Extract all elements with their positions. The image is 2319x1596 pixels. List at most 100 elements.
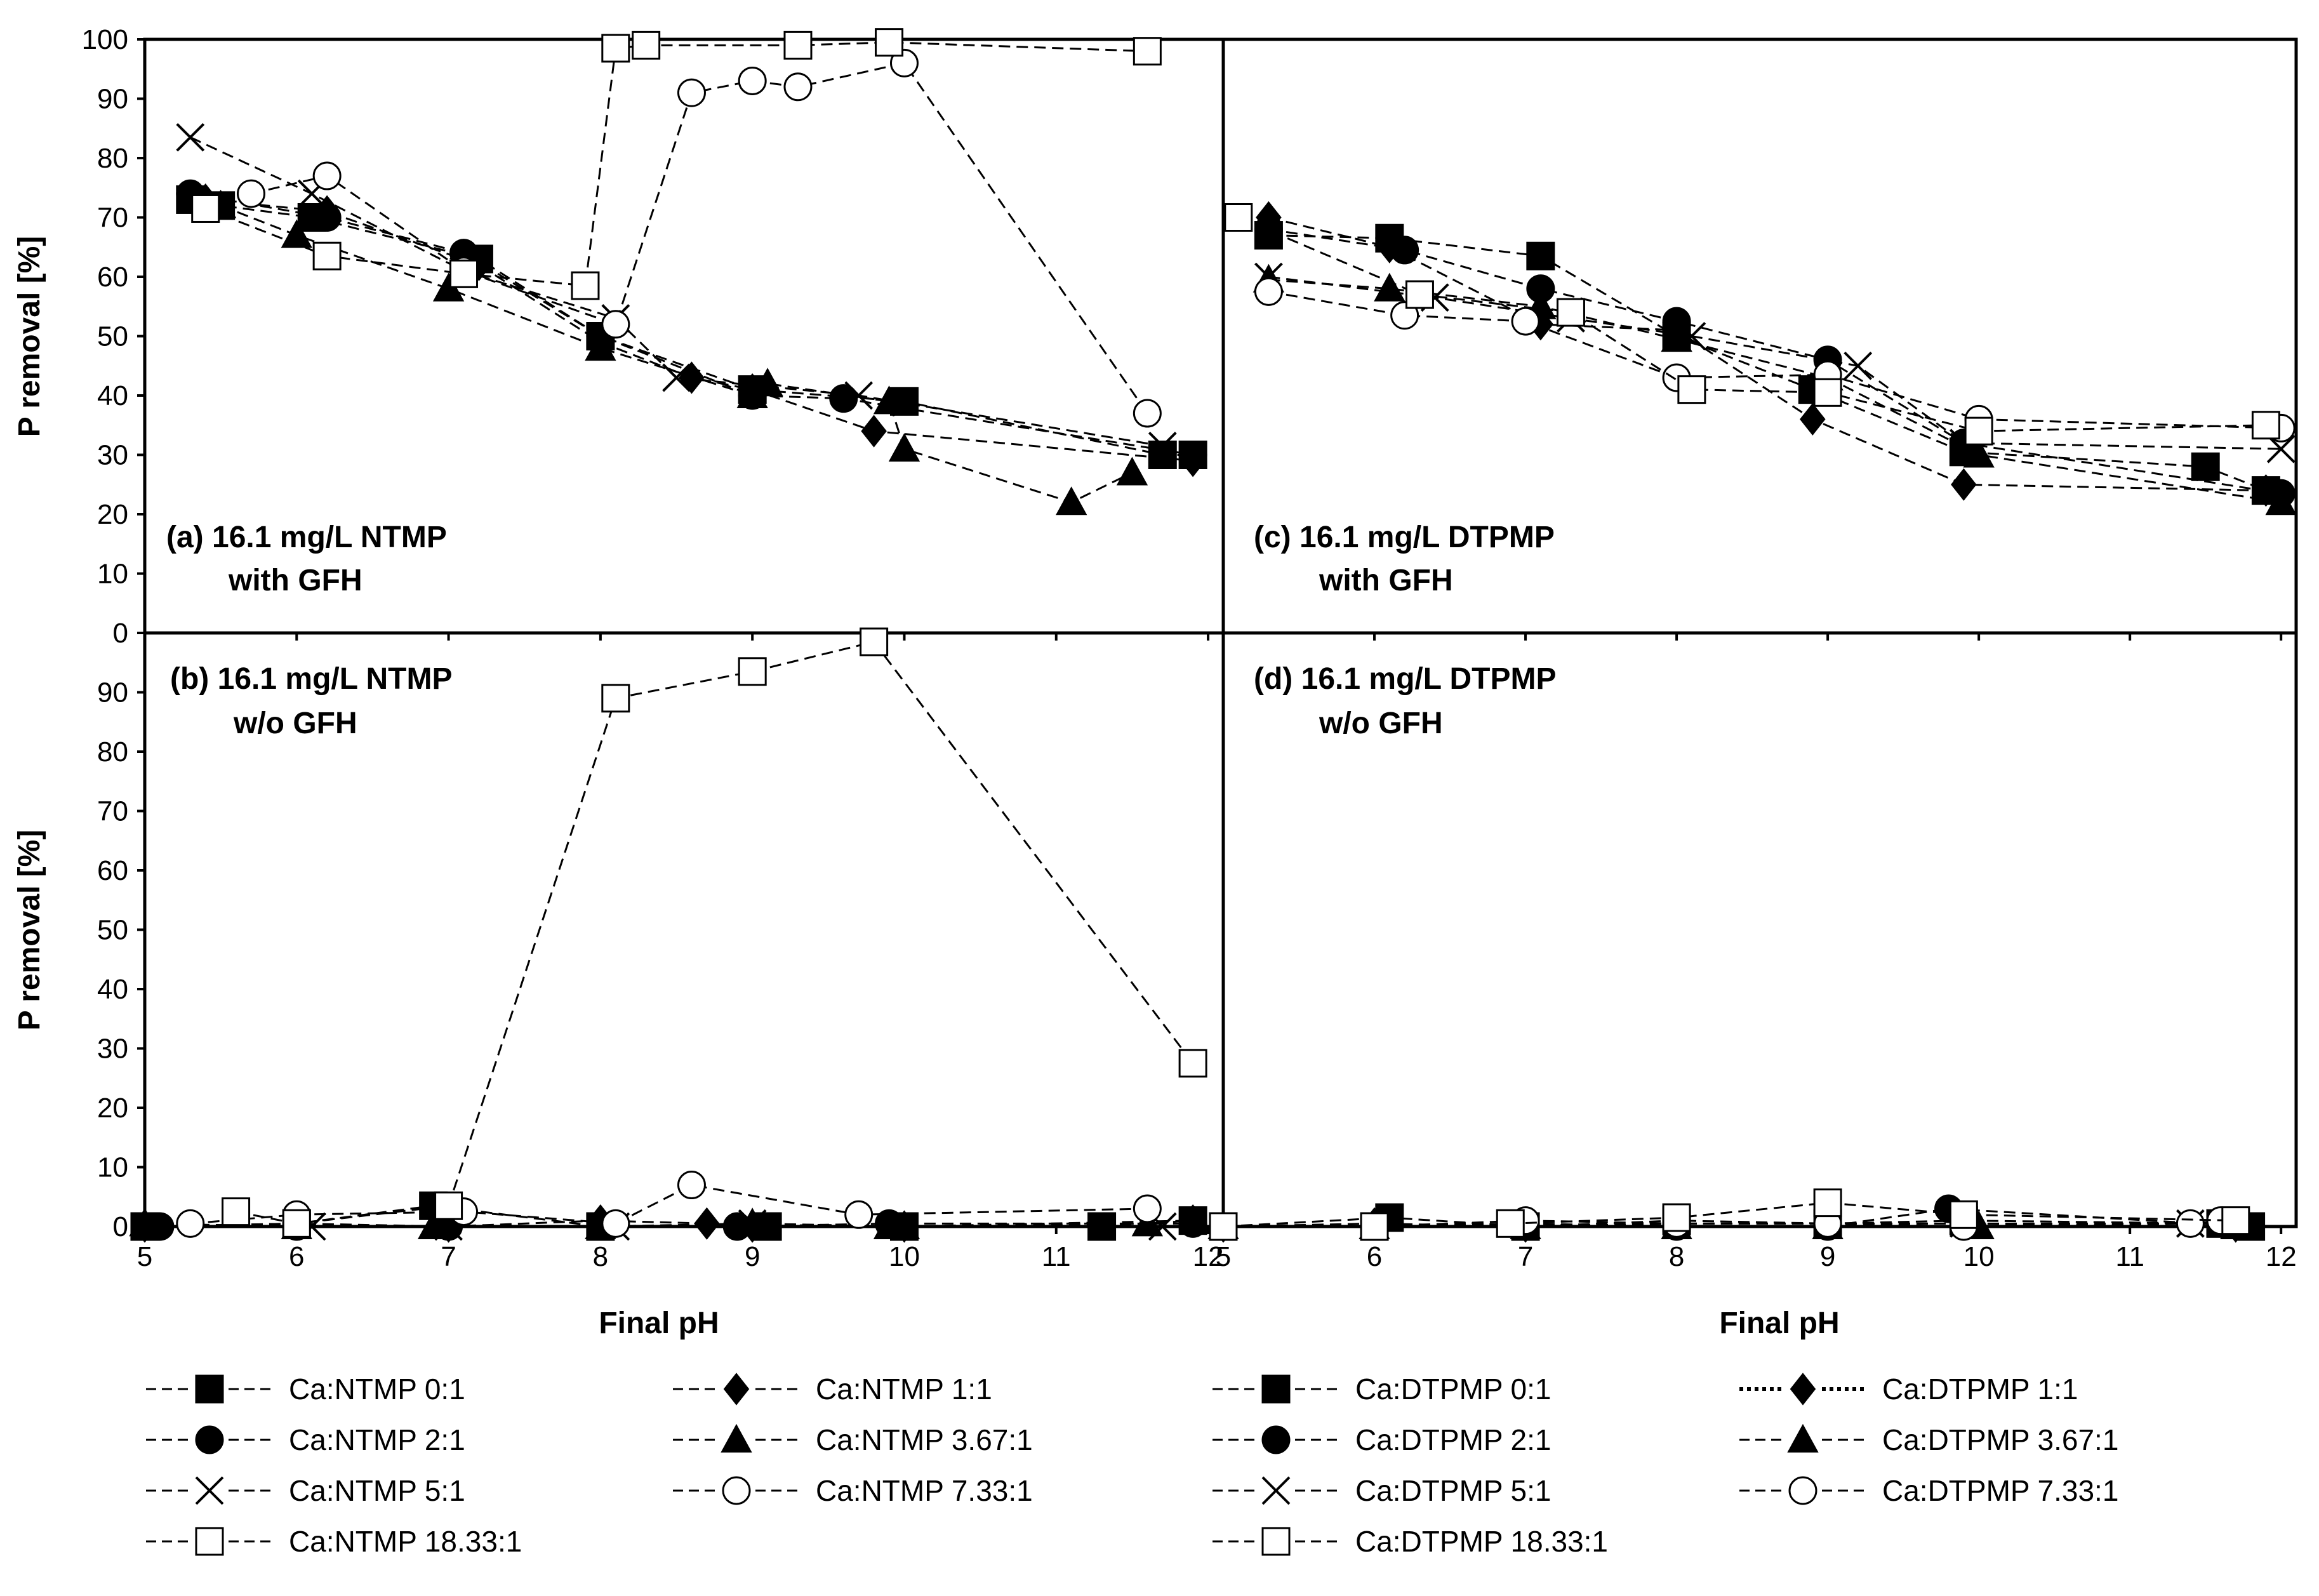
data-point xyxy=(1405,280,1434,309)
legend-label: Ca:DTPMP 7.33:1 xyxy=(1882,1474,2118,1507)
data-point xyxy=(738,1209,767,1238)
data-point xyxy=(449,259,479,288)
legend-marker xyxy=(1790,1373,1816,1406)
legend-item: Ca:DTPMP 7.33:1 xyxy=(1739,1474,2118,1507)
panel-b: 0 10 20 30 40 50 60 70 80 90 5 6 7 8 9 10 11 12 xyxy=(97,627,1225,1272)
legend-item: Ca:NTMP 2:1 xyxy=(146,1423,465,1456)
data-point xyxy=(1056,486,1087,515)
data-point xyxy=(1964,416,1993,446)
x-tick-label: 10 xyxy=(889,1241,920,1272)
data-point xyxy=(1390,236,1419,265)
plot-layer: 0 10 20 30 40 50 60 70 80 90 100 0 10 20 30 40 50 60 70 80 9… xyxy=(82,24,2298,1272)
data-point xyxy=(1148,432,1177,460)
legend-label: Ca:DTPMP 0:1 xyxy=(1355,1373,1551,1406)
panel-a: 0 10 20 30 40 50 60 70 80 90 100 xyxy=(82,24,1225,649)
data-point xyxy=(191,194,220,223)
data-point xyxy=(662,363,691,392)
legend-marker xyxy=(723,1373,750,1406)
legend-item: Ca:DTPMP 18.33:1 xyxy=(1213,1525,1608,1558)
legend-label: Ca:NTMP 2:1 xyxy=(289,1423,465,1456)
legend-marker xyxy=(195,1527,224,1556)
x-tick-label: 9 xyxy=(745,1241,760,1272)
panel-b-label-line1: (b) 16.1 mg/L NTMP xyxy=(170,662,453,696)
series xyxy=(1224,203,2280,446)
x-tick-label: 7 xyxy=(1518,1241,1533,1272)
y-tick-label: 40 xyxy=(97,974,128,1005)
legend-item: Ca:DTPMP 5:1 xyxy=(1213,1474,1551,1507)
y-tick-label: 90 xyxy=(97,677,128,708)
data-point xyxy=(1949,1200,1978,1229)
x-tick-label: 9 xyxy=(1820,1241,1835,1272)
series xyxy=(1209,1188,2250,1241)
legend-label: Ca:NTMP 18.33:1 xyxy=(289,1525,522,1558)
series xyxy=(222,627,1207,1238)
data-point xyxy=(844,1200,874,1229)
legend-label: Ca:NTMP 3.67:1 xyxy=(816,1423,1033,1456)
legend-item: Ca:DTPMP 0:1 xyxy=(1213,1373,1551,1406)
y-tick-label: 90 xyxy=(97,84,128,115)
legend-label: Ca:DTPMP 3.67:1 xyxy=(1882,1423,2118,1456)
data-point xyxy=(222,1197,251,1227)
data-point xyxy=(1254,215,1283,244)
data-point xyxy=(632,30,661,60)
legend-marker xyxy=(195,1476,224,1505)
x-tick-label: 12 xyxy=(1193,1241,1224,1272)
data-point xyxy=(282,1209,311,1238)
legend-item: Ca:DTPMP 2:1 xyxy=(1213,1423,1551,1456)
y-tick-label: 20 xyxy=(97,499,128,530)
panel-d-label-line2: w/o GFH xyxy=(1319,707,1443,740)
data-point xyxy=(1178,1049,1207,1078)
data-point xyxy=(601,34,630,63)
data-point xyxy=(2265,486,2297,515)
data-point xyxy=(1677,322,1706,350)
legend-marker xyxy=(1787,1423,1819,1453)
data-point xyxy=(1556,298,1585,327)
y-tick-label: 80 xyxy=(97,143,128,174)
data-point xyxy=(1813,1188,1842,1218)
data-point xyxy=(888,433,920,462)
legend-marker xyxy=(1261,1425,1291,1454)
legend-item: Ca:NTMP 0:1 xyxy=(146,1373,465,1406)
data-point xyxy=(1178,1209,1207,1238)
panel-c xyxy=(1221,37,2298,641)
data-point xyxy=(738,657,767,686)
data-point xyxy=(1209,1212,1238,1241)
data-point xyxy=(752,368,783,397)
legend-item: Ca:DTPMP 3.67:1 xyxy=(1739,1423,2118,1456)
data-point xyxy=(312,203,342,232)
y-tick-label: 20 xyxy=(97,1093,128,1124)
x-tick-label: 10 xyxy=(1964,1241,1995,1272)
data-point xyxy=(890,1212,919,1241)
data-point xyxy=(601,310,630,339)
y-tick-label: 70 xyxy=(97,203,128,234)
data-point xyxy=(677,1171,706,1200)
data-point xyxy=(1178,441,1207,469)
y-tick-label: 40 xyxy=(97,380,128,411)
x-tick-label: 7 xyxy=(441,1241,456,1272)
data-point xyxy=(1511,307,1540,336)
data-point xyxy=(2176,1209,2205,1238)
data-point xyxy=(1951,468,1977,501)
x-axis-title-right: Final pH xyxy=(1719,1307,1839,1340)
y-tick-label: 60 xyxy=(97,262,128,293)
y-tick-label: 10 xyxy=(97,559,128,590)
legend-marker xyxy=(1788,1476,1817,1505)
data-point xyxy=(601,684,630,713)
data-point xyxy=(1374,272,1405,302)
data-point xyxy=(571,271,600,300)
x-tick-label: 6 xyxy=(1367,1241,1382,1272)
data-point xyxy=(1360,1212,1389,1241)
legend: Ca:NTMP 0:1 Ca:NTMP 1:1 Ca:DTPMP 0:1 Ca:DTP… xyxy=(146,1373,2118,1558)
series-line xyxy=(205,198,1193,462)
data-point xyxy=(176,1209,205,1238)
data-point xyxy=(1496,1209,1525,1238)
y-tick-label: 50 xyxy=(97,915,128,946)
data-point xyxy=(1662,1203,1691,1232)
panel-a-label-line2: with GFH xyxy=(228,564,362,597)
data-point xyxy=(1813,378,1842,407)
legend-marker xyxy=(1261,1527,1291,1556)
legend-item: Ca:NTMP 1:1 xyxy=(673,1373,992,1406)
data-point xyxy=(2251,411,2280,440)
legend-marker xyxy=(1261,1374,1291,1404)
